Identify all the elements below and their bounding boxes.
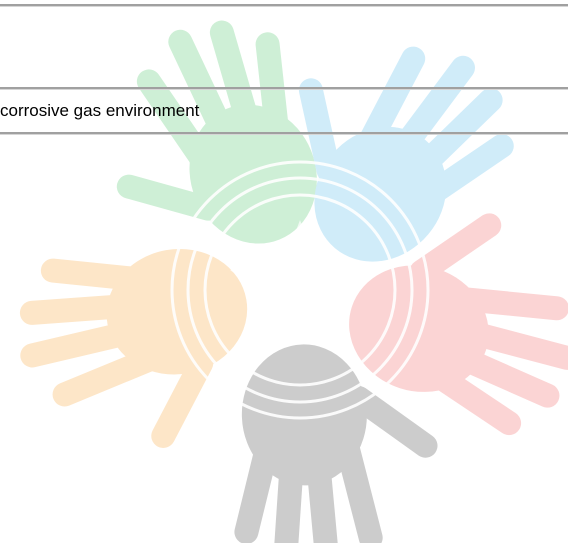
rule	[0, 87, 568, 90]
rule	[0, 132, 568, 135]
watermark-logo	[0, 0, 568, 543]
page: corrosive gas environment (() => { const…	[0, 0, 568, 543]
text-line: corrosive gas environment	[0, 101, 199, 121]
rule	[0, 4, 568, 7]
